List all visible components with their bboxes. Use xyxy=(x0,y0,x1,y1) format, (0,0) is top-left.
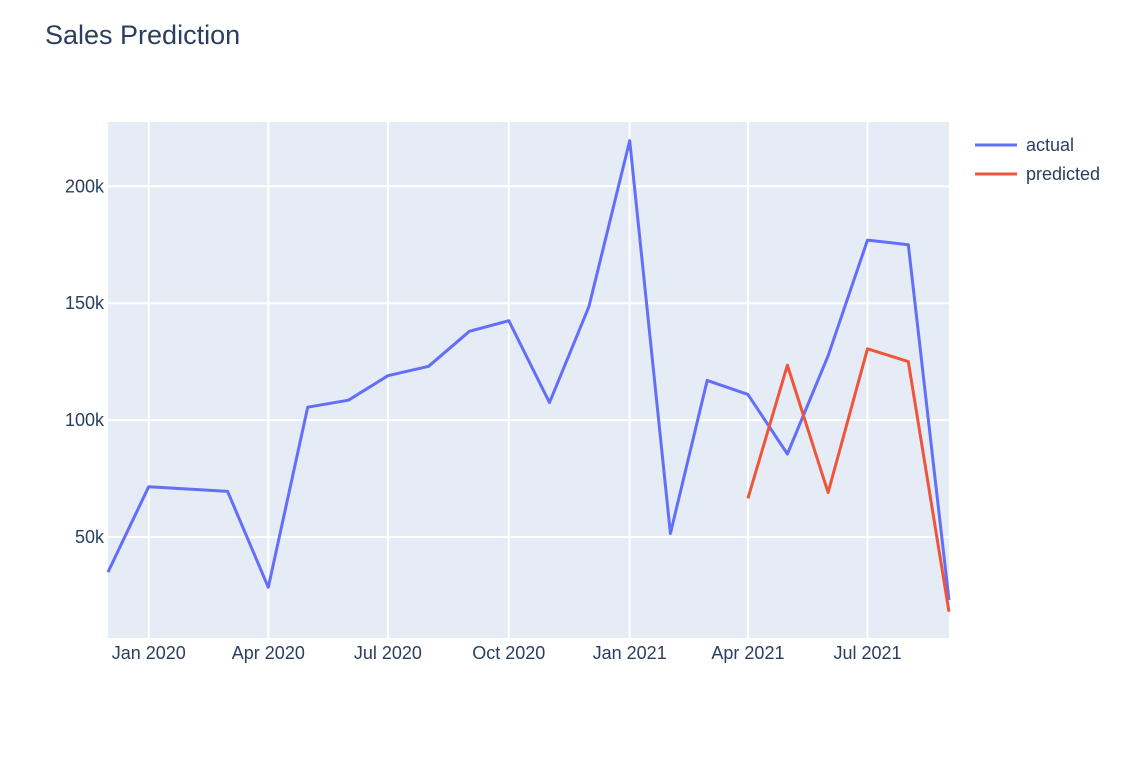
x-tick-label: Apr 2020 xyxy=(232,643,305,663)
legend-item-actual[interactable]: actual xyxy=(975,135,1074,155)
series-line-predicted xyxy=(746,347,951,613)
x-tick-label: Oct 2020 xyxy=(472,643,545,663)
legend-item-predicted[interactable]: predicted xyxy=(975,164,1100,184)
x-tick-label: Jul 2021 xyxy=(833,643,901,663)
legend-label: predicted xyxy=(1026,164,1100,184)
x-axis-ticks: Jan 2020 Apr 2020 Jul 2020 Oct 2020 Jan 2021… xyxy=(112,643,902,663)
legend-label: actual xyxy=(1026,135,1074,155)
plot-background xyxy=(108,122,949,638)
x-gridlines xyxy=(147,122,869,638)
x-tick-label: Jan 2021 xyxy=(593,643,667,663)
y-tick-label: 200k xyxy=(65,176,105,196)
chart-title: Sales Prediction xyxy=(45,20,241,50)
series-lines xyxy=(106,139,951,613)
x-tick-label: Apr 2021 xyxy=(711,643,784,663)
x-tick-label: Jan 2020 xyxy=(112,643,186,663)
x-tick-label: Jul 2020 xyxy=(354,643,422,663)
y-axis-ticks: 50k 100k 150k 200k xyxy=(65,176,105,547)
y-tick-label: 50k xyxy=(75,527,105,547)
legend[interactable]: actual predicted xyxy=(975,135,1100,184)
y-tick-label: 100k xyxy=(65,410,105,430)
y-tick-label: 150k xyxy=(65,293,105,313)
series-line-actual xyxy=(106,139,951,601)
